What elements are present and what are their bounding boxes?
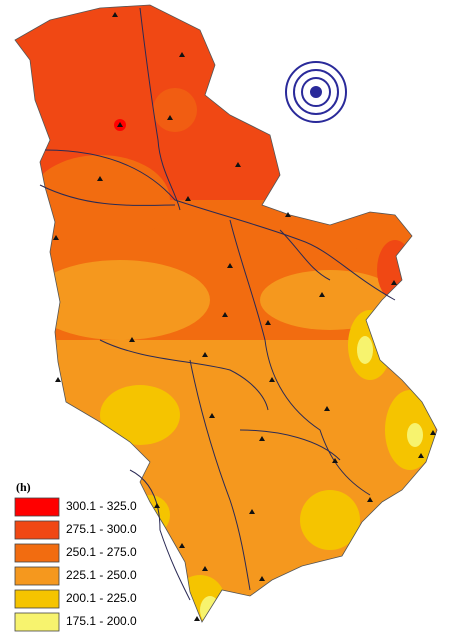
legend-label: 300.1 - 325.0 [66, 499, 137, 513]
country-border [14, 4, 438, 623]
legend-title: (h) [16, 480, 31, 494]
legend-label: 225.1 - 250.0 [66, 568, 137, 582]
legend-label: 200.1 - 225.0 [66, 591, 137, 605]
legend-swatch [14, 589, 60, 609]
legend-swatch [14, 566, 60, 586]
legend-label: 275.1 - 300.0 [66, 522, 137, 536]
logo [285, 61, 347, 123]
legend-swatch [14, 497, 60, 517]
legend-label: 250.1 - 275.0 [66, 545, 137, 559]
legend-label: 175.1 - 200.0 [66, 614, 137, 628]
legend-swatch [14, 520, 60, 540]
legend: (h) 300.1 - 325.0 275.1 - 300.0 250.1 - 27… [14, 480, 137, 632]
legend-swatch [14, 612, 60, 632]
rivers [39, 7, 396, 601]
legend-swatch [14, 543, 60, 563]
